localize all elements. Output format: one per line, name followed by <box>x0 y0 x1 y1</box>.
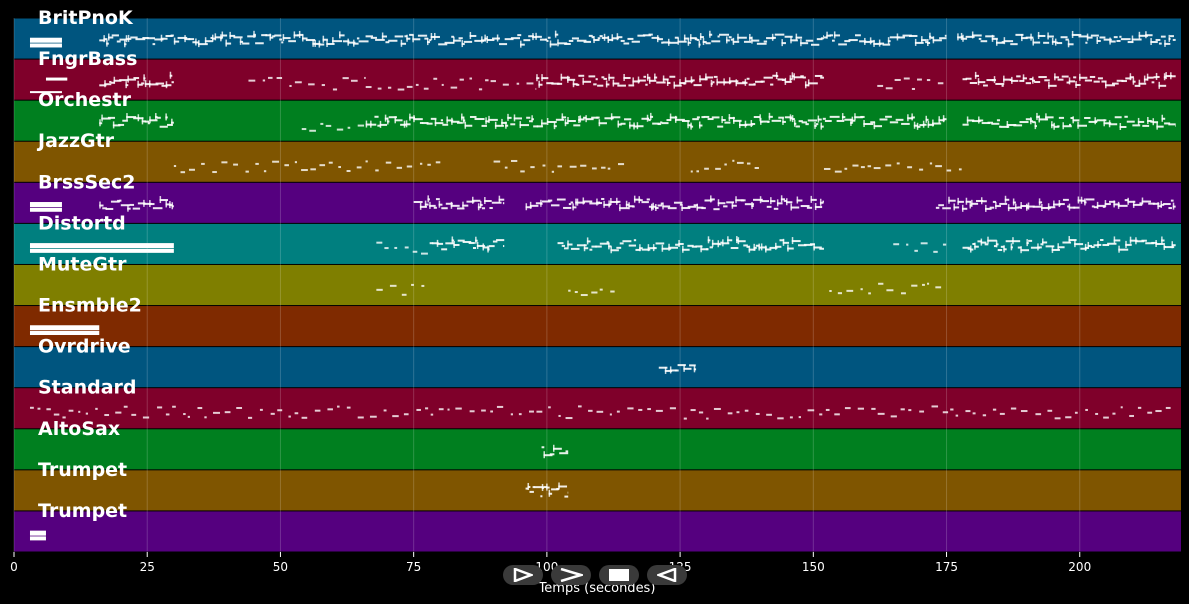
note-segment <box>173 30 824 48</box>
note-segment <box>829 282 942 295</box>
track-band <box>14 141 1181 182</box>
note-segment <box>893 242 947 253</box>
track-band <box>14 223 1181 264</box>
x-tick-label: 150 <box>802 560 825 574</box>
note-segment <box>29 325 100 336</box>
track-labels-layer: BritPnoK FngrBass Orchestr JazzGtr BrssSec2 D… <box>36 7 142 522</box>
x-tick-label: 175 <box>935 560 958 574</box>
fast-forward-button[interactable] <box>551 565 591 585</box>
track-band <box>14 347 1181 388</box>
note-segment <box>29 530 46 541</box>
track-label: Distortd <box>38 212 126 234</box>
track-5 <box>14 182 1181 223</box>
x-tick-label: 25 <box>140 560 155 574</box>
track-label: BritPnoK <box>38 7 134 29</box>
note-segment <box>658 364 697 374</box>
track-label: Trumpet <box>38 459 127 481</box>
stop-icon <box>609 569 629 581</box>
note-segment <box>29 405 1171 420</box>
note-segment <box>557 236 824 254</box>
note-segment <box>301 122 365 132</box>
tracks-layer <box>14 18 1181 552</box>
track-label: FngrBass <box>38 48 137 70</box>
track-band <box>14 18 1181 59</box>
note-segment <box>536 72 824 89</box>
track-label: MuteGtr <box>38 253 127 275</box>
play-button[interactable] <box>503 565 543 585</box>
track-label: Trumpet <box>38 500 127 522</box>
note-segment <box>877 77 944 90</box>
track-8 <box>14 306 1181 347</box>
track-11 <box>14 429 1181 470</box>
track-label: Orchestr <box>38 89 132 111</box>
track-10 <box>14 388 1181 429</box>
x-tick-label: 0 <box>10 560 18 574</box>
note-segment <box>962 112 1176 131</box>
track-13 <box>14 511 1181 552</box>
track-label: AltoSax <box>38 418 120 440</box>
note-segment <box>99 196 174 212</box>
track-4 <box>14 141 1181 182</box>
note-segment <box>546 112 761 130</box>
note-segment <box>29 202 62 212</box>
track-label: Ovrdrive <box>38 336 131 358</box>
track-2 <box>14 59 1181 100</box>
note-segment <box>99 113 174 129</box>
track-label: JazzGtr <box>36 130 115 152</box>
note-segment <box>173 160 441 174</box>
note-segment <box>962 236 1176 254</box>
note-segment <box>690 159 759 173</box>
note-segment <box>962 71 1176 89</box>
track-6 <box>14 223 1181 264</box>
note-segment <box>99 71 174 89</box>
note-segment <box>413 195 505 211</box>
rewind-icon <box>657 568 677 582</box>
track-band <box>14 100 1181 141</box>
note-segment <box>760 112 947 130</box>
note-segment <box>493 159 625 173</box>
note-segment <box>376 241 428 255</box>
play-icon <box>513 568 533 582</box>
grid-layer <box>13 18 1081 552</box>
note-segment <box>525 482 569 498</box>
track-1 <box>14 18 1181 59</box>
note-segment <box>525 195 824 212</box>
note-segment <box>957 30 1176 48</box>
note-segment <box>365 113 547 129</box>
track-label: Ensmble2 <box>38 295 142 317</box>
track-9 <box>14 347 1181 388</box>
note-segment <box>29 37 62 48</box>
note-segment <box>248 76 366 91</box>
track-12 <box>14 470 1181 511</box>
track-band <box>14 306 1181 347</box>
track-band <box>14 388 1181 429</box>
rewind-button[interactable] <box>647 565 687 585</box>
track-3 <box>14 100 1181 141</box>
note-segment <box>823 162 962 173</box>
fast-forward-icon <box>560 568 583 582</box>
note-segment <box>29 91 62 94</box>
note-segment <box>541 444 569 459</box>
track-label: Standard <box>38 377 137 399</box>
note-segment <box>29 243 174 253</box>
note-segment <box>429 236 505 253</box>
track-label: BrssSec2 <box>38 171 136 193</box>
note-segment <box>568 288 615 297</box>
note-segment <box>376 283 425 296</box>
track-band <box>14 470 1181 511</box>
x-tick-label: 50 <box>273 560 288 574</box>
note-segment <box>823 31 947 47</box>
note-segment <box>935 195 1176 212</box>
x-tick-label: 200 <box>1068 560 1091 574</box>
track-band <box>14 511 1181 552</box>
note-segment <box>99 33 174 48</box>
x-tick-label: 75 <box>406 560 421 574</box>
stop-button[interactable] <box>599 565 639 585</box>
track-7 <box>14 264 1181 306</box>
track-band <box>14 264 1181 306</box>
note-segment <box>45 77 68 81</box>
track-band <box>14 429 1181 470</box>
note-segment <box>365 77 537 91</box>
